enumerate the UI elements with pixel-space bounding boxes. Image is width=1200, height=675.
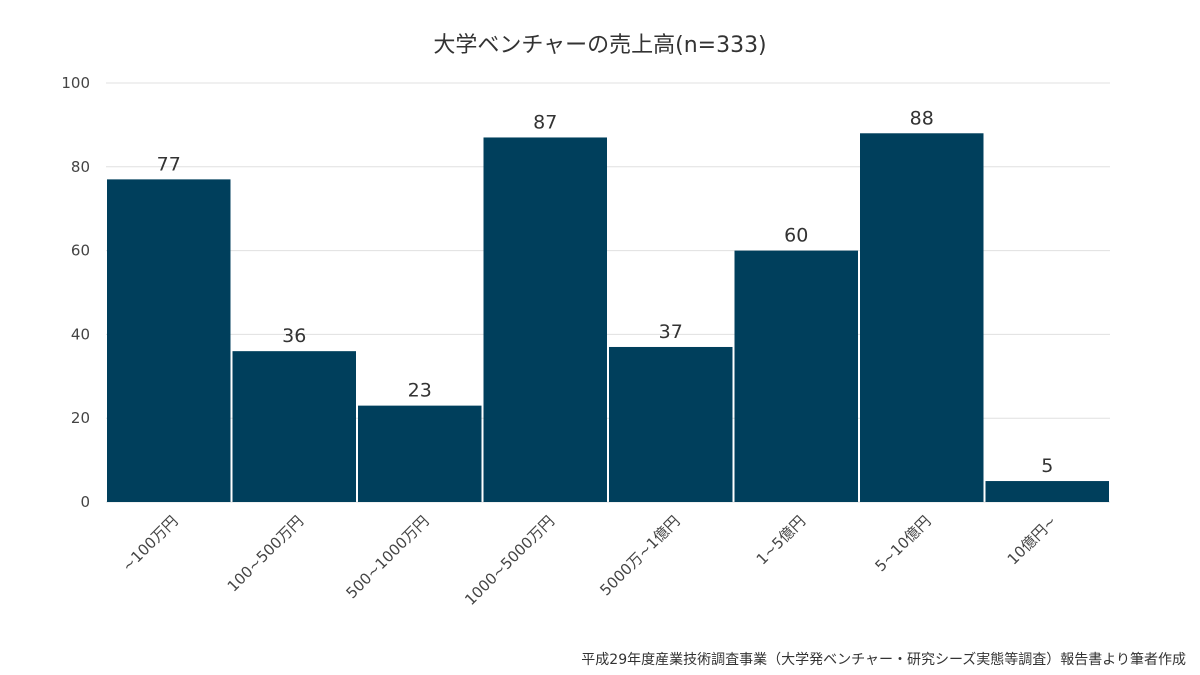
x-tick-label: 500~1000万円: [343, 512, 433, 602]
x-tick-label: 5000万~1億円: [596, 512, 683, 599]
bar: [483, 137, 607, 502]
bars: [107, 133, 1109, 502]
source-note: 平成29年度産業技術調査事業（大学発ベンチャー・研究シーズ実態等調査）報告書より…: [581, 652, 1186, 668]
y-tick-label: 80: [71, 158, 90, 176]
chart-title: 大学ベンチャーの売上高(n=333): [433, 33, 766, 58]
bar: [232, 351, 356, 502]
bar: [860, 133, 984, 502]
x-tick-label: 10億円~: [1004, 512, 1060, 568]
data-label: 60: [784, 225, 808, 247]
bar: [734, 250, 858, 502]
y-tick-label: 20: [71, 409, 90, 427]
data-label: 88: [910, 107, 934, 129]
x-tick-label: 5~10億円: [872, 512, 935, 575]
x-tick-label: 100~500万円: [224, 512, 307, 595]
bar: [609, 346, 733, 502]
y-tick-label: 40: [71, 325, 90, 343]
data-labels: 77 36 23 87 37 60 88 5: [157, 107, 1054, 477]
bar: [985, 481, 1109, 502]
y-tick-label: 60: [71, 242, 90, 260]
x-tick-label: 1000~5000万円: [461, 512, 558, 609]
data-label: 36: [282, 325, 306, 347]
data-label: 77: [157, 153, 181, 175]
y-tick-label: 100: [61, 74, 90, 92]
bar: [107, 179, 231, 502]
bar: [358, 405, 482, 502]
data-label: 5: [1041, 455, 1053, 477]
x-tick-label: 1~5億円: [753, 512, 809, 568]
data-label: 23: [408, 380, 432, 402]
y-axis-ticks: 0 20 40 60 80 100: [61, 74, 90, 511]
y-tick-label: 0: [80, 493, 90, 511]
x-axis-ticks: ~100万円 100~500万円 500~1000万円 1000~5000万円 5000…: [119, 512, 1061, 609]
data-label: 87: [533, 111, 557, 133]
data-label: 37: [659, 321, 683, 343]
x-tick-label: ~100万円: [119, 512, 182, 575]
